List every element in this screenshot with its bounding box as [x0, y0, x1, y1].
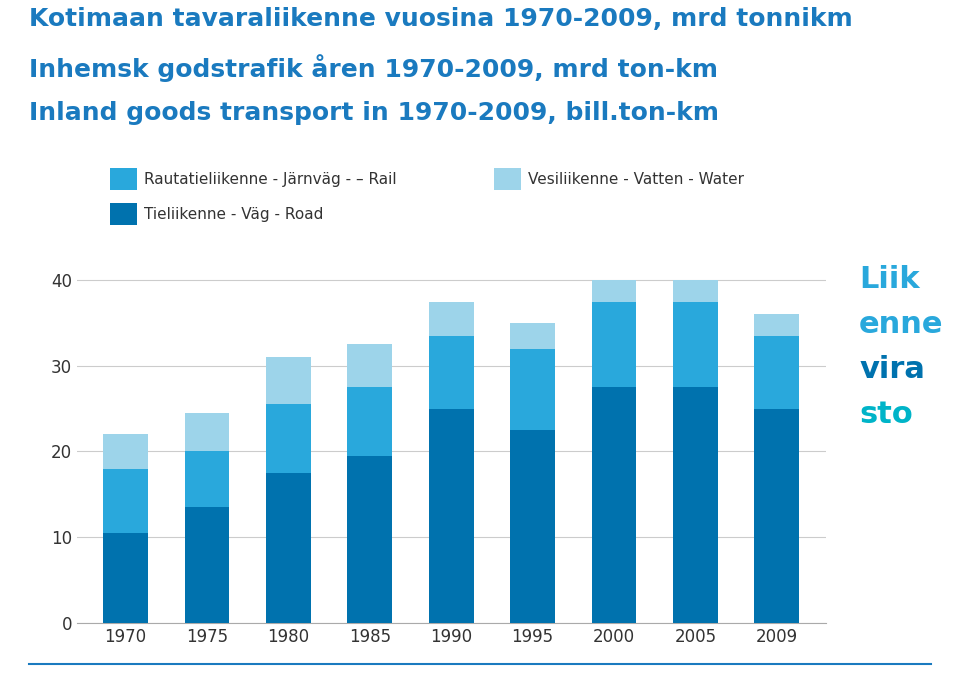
Bar — [510, 349, 555, 430]
Bar — [673, 388, 718, 623]
Bar — [348, 345, 393, 388]
Text: vira: vira — [859, 355, 925, 384]
Bar — [510, 430, 555, 623]
Text: Inland goods transport in 1970-2009, bill.ton-km: Inland goods transport in 1970-2009, bil… — [29, 101, 719, 125]
Bar — [755, 314, 799, 336]
Bar — [429, 302, 473, 336]
Bar — [510, 323, 555, 349]
Bar — [755, 408, 799, 623]
Bar — [591, 388, 636, 623]
Text: Inhemsk godstrafik åren 1970-2009, mrd ton-km: Inhemsk godstrafik åren 1970-2009, mrd t… — [29, 54, 718, 82]
Bar — [266, 473, 311, 623]
Bar — [184, 413, 229, 451]
Text: Tieliikenne - Väg - Road: Tieliikenne - Väg - Road — [144, 207, 324, 222]
Bar — [104, 468, 148, 533]
Bar — [266, 404, 311, 473]
Text: Rautatieliikenne - Järnväg - – Rail: Rautatieliikenne - Järnväg - – Rail — [144, 172, 396, 187]
Bar — [184, 507, 229, 623]
Text: Liik: Liik — [859, 265, 920, 294]
Text: Vesiliikenne - Vatten - Water: Vesiliikenne - Vatten - Water — [528, 172, 744, 187]
Bar — [673, 280, 718, 302]
Bar — [266, 357, 311, 404]
Bar — [429, 336, 473, 408]
Text: enne: enne — [859, 310, 944, 339]
Text: sto: sto — [859, 400, 913, 429]
Bar — [348, 456, 393, 623]
Bar — [429, 408, 473, 623]
Bar — [591, 280, 636, 302]
Bar — [104, 435, 148, 468]
Bar — [673, 302, 718, 388]
Bar — [104, 533, 148, 623]
Bar — [755, 336, 799, 408]
Bar — [591, 302, 636, 388]
Bar — [184, 451, 229, 507]
Bar — [348, 388, 393, 456]
Text: Kotimaan tavaraliikenne vuosina 1970-2009, mrd tonnikm: Kotimaan tavaraliikenne vuosina 1970-200… — [29, 7, 852, 31]
